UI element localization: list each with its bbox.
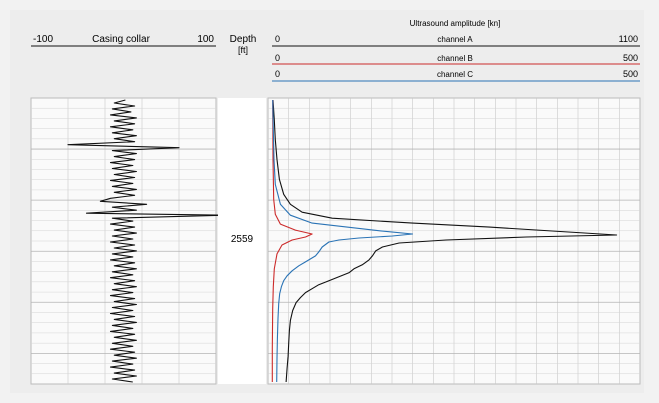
channel-c-name: channel C [437, 70, 473, 79]
casing-collar-track [30, 97, 226, 385]
collar-scale-max: 100 [197, 34, 214, 45]
channel-c-min: 0 [275, 69, 280, 79]
channel-b-max: 500 [623, 53, 638, 63]
ultrasound-track [267, 97, 641, 385]
ultrasound-series [271, 99, 618, 383]
channel-a-name: channel A [437, 35, 473, 44]
depth-marker-label: 2559 [231, 234, 254, 245]
ultrasound-title: Ultrasound amplitude [kn] [410, 19, 501, 28]
channel-b-line [271, 99, 313, 382]
depth-unit: [ft] [238, 45, 248, 55]
depth-header: Depth [230, 34, 257, 45]
collar-scale-label: Casing collar [92, 34, 150, 45]
collar-series [67, 99, 226, 383]
channel-b-min: 0 [275, 53, 280, 63]
channel-b-name: channel B [437, 54, 473, 63]
channel-c-max: 500 [623, 69, 638, 79]
collar-0-line [67, 99, 226, 383]
ultrasound-grid [268, 98, 640, 384]
depth-column [218, 98, 266, 384]
channel-a-min: 0 [275, 34, 280, 44]
channel-a-line [272, 99, 618, 383]
channel-a-max: 1100 [619, 34, 638, 44]
channel-c-line [272, 99, 414, 383]
collar-scale-min: -100 [33, 34, 53, 45]
